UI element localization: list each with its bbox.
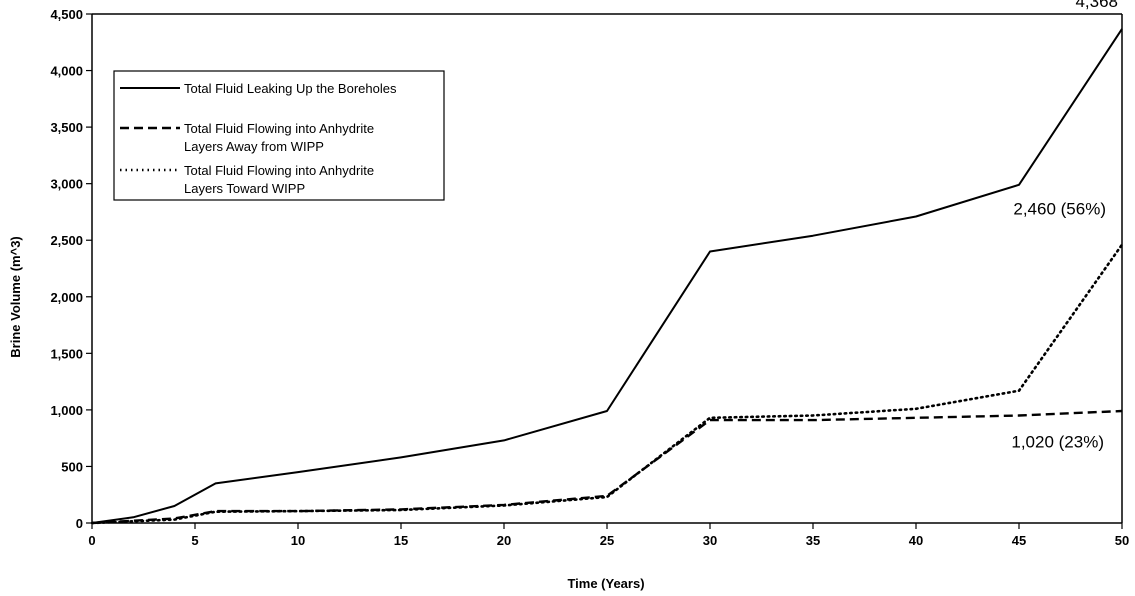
legend-label: Layers Away from WIPP [184,139,324,154]
legend-label: Total Fluid Flowing into Anhydrite [184,121,374,136]
data-label: 4,368 [1075,0,1118,11]
y-tick-label: 4,500 [50,7,83,22]
y-tick-label: 3,000 [50,177,83,192]
y-tick-label: 4,000 [50,64,83,79]
x-axis-title: Time (Years) [567,576,644,591]
y-tick-label: 1,000 [50,403,83,418]
y-tick-label: 500 [61,459,83,474]
x-tick-label: 20 [497,533,511,548]
x-tick-label: 45 [1012,533,1026,548]
y-tick-label: 2,500 [50,233,83,248]
y-tick-label: 0 [76,516,83,531]
y-axis-title: Brine Volume (m^3) [8,236,23,357]
x-tick-label: 30 [703,533,717,548]
x-tick-label: 10 [291,533,305,548]
y-tick-label: 1,500 [50,346,83,361]
data-label: 2,460 (56%) [1013,200,1106,219]
series-line-solid [91,28,1123,524]
x-tick-label: 40 [909,533,923,548]
x-tick-label: 0 [88,533,95,548]
x-tick-label: 25 [600,533,614,548]
data-label: 1,020 (23%) [1011,433,1104,452]
annotation-layer: 4,368 2,460 (56%) 1,020 (23%) [1011,0,1118,452]
legend-box [113,70,445,201]
x-tick-label: 15 [394,533,408,548]
x-tick-label: 35 [806,533,820,548]
legend-label: Total Fluid Flowing into Anhydrite [184,163,374,178]
legend-label: Total Fluid Leaking Up the Boreholes [184,81,397,96]
x-tick-label: 50 [1115,533,1129,548]
series-line-dotted [90,243,1124,525]
series-line-dashed [91,409,1123,525]
x-tick-label: 5 [191,533,198,548]
legend-label: Layers Toward WIPP [184,181,305,196]
y-tick-label: 3,500 [50,120,83,135]
legend: Total Fluid Leaking Up the Boreholes Tota… [113,70,445,201]
series-layer [90,28,1124,525]
y-tick-label: 2,000 [50,290,83,305]
axes: 0 5 10 15 20 25 30 35 40 45 5005001,0001,5002,0002… [50,7,1129,548]
